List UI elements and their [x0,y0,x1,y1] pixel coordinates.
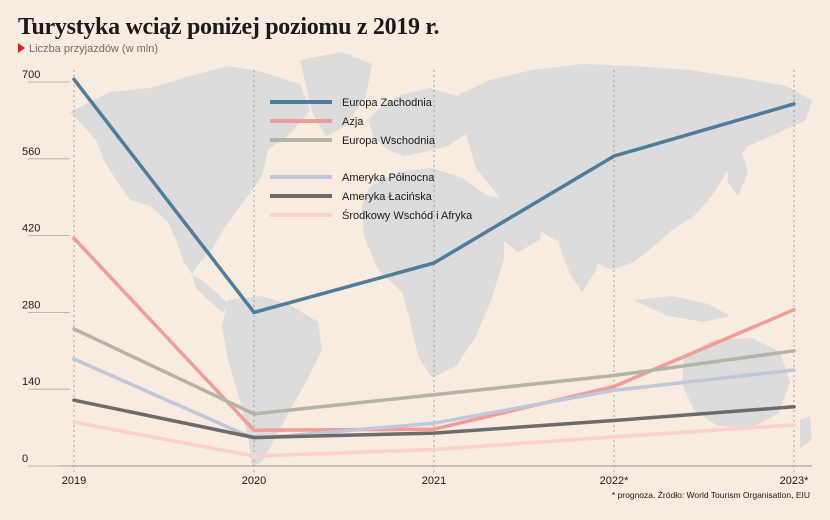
chart-subtitle: Liczba przyjazdów (w mln) [18,43,158,55]
y-tick-label: 700 [22,69,40,81]
y-axis: 0 140 280 420 560 700 [22,69,40,465]
x-tick-label: 2020 [242,475,266,487]
legend-label: Europa Wschodnia [342,135,436,147]
x-tick-label: 2019 [62,475,86,487]
chart-title: Turystyka wciąż poniżej poziomu z 2019 r… [18,14,440,40]
gridlines [28,70,812,472]
series-line [72,77,796,315]
series-line [72,327,796,416]
y-tick-label: 560 [22,146,40,158]
source-footnote: * prognoza. Źródło: World Tourism Organi… [611,490,810,500]
series-line [72,420,796,458]
legend-label: Ameryka Łacińska [342,191,433,203]
y-tick-label: 0 [22,453,28,465]
y-tick-label: 420 [22,223,40,235]
series-lines [72,77,796,458]
y-tick-label: 140 [22,376,40,388]
legend-label: Europa Zachodnia [342,97,433,109]
y-tick-label: 280 [22,299,40,311]
legend-label: Środkowy Wschód i Afryka [342,209,473,222]
x-tick-label: 2023* [780,475,809,487]
x-tick-label: 2021 [422,475,446,487]
triangle-marker-icon [18,43,25,53]
series-line [72,236,796,433]
x-tick-label: 2022* [600,475,629,487]
legend-label: Ameryka Północna [342,172,435,184]
legend: Europa Zachodnia Azja Europa Wschodnia Amer… [270,97,473,222]
subtitle-text: Liczba przyjazdów (w mln) [29,43,158,55]
x-axis: 2019 2020 2021 2022* 2023* [62,475,809,487]
series-line [72,357,796,441]
series-line [72,398,796,440]
legend-label: Azja [342,116,364,128]
